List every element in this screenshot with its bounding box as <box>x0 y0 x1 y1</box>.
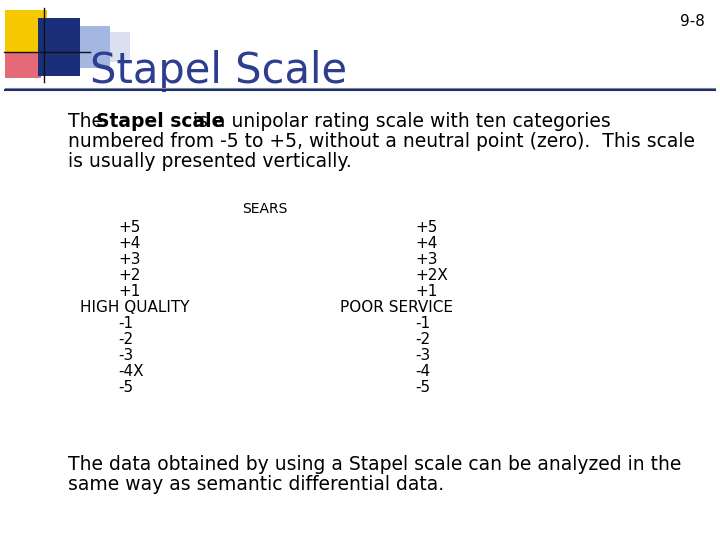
Bar <box>80 26 110 68</box>
Text: +2: +2 <box>118 268 140 283</box>
Bar <box>5 10 47 52</box>
Text: +5: +5 <box>415 220 437 235</box>
Text: -1: -1 <box>118 316 133 331</box>
Bar <box>5 42 41 78</box>
Text: The: The <box>68 112 109 131</box>
Text: +3: +3 <box>118 252 140 267</box>
Text: Stapel scale: Stapel scale <box>96 112 225 131</box>
Text: HIGH QUALITY: HIGH QUALITY <box>80 300 189 315</box>
Bar <box>38 18 80 76</box>
Text: SEARS: SEARS <box>243 202 288 216</box>
Text: +5: +5 <box>118 220 140 235</box>
Text: numbered from -5 to +5, without a neutral point (zero).  This scale: numbered from -5 to +5, without a neutra… <box>68 132 695 151</box>
Text: +1: +1 <box>118 284 140 299</box>
Text: -2: -2 <box>415 332 430 347</box>
Text: +3: +3 <box>415 252 438 267</box>
Text: is a unipolar rating scale with ten categories: is a unipolar rating scale with ten cate… <box>186 112 611 131</box>
Text: The data obtained by using a Stapel scale can be analyzed in the: The data obtained by using a Stapel scal… <box>68 455 681 474</box>
Text: 9-8: 9-8 <box>680 14 705 29</box>
Text: -3: -3 <box>415 348 431 363</box>
Text: -5: -5 <box>118 380 133 395</box>
Text: -1: -1 <box>415 316 430 331</box>
Text: is usually presented vertically.: is usually presented vertically. <box>68 152 352 171</box>
Text: -2: -2 <box>118 332 133 347</box>
Text: -4X: -4X <box>118 364 143 379</box>
Text: +4: +4 <box>415 236 437 251</box>
Text: +4: +4 <box>118 236 140 251</box>
Text: Stapel Scale: Stapel Scale <box>90 50 347 92</box>
Text: same way as semantic differential data.: same way as semantic differential data. <box>68 475 444 494</box>
Text: -5: -5 <box>415 380 430 395</box>
Text: -4: -4 <box>415 364 430 379</box>
Text: -3: -3 <box>118 348 133 363</box>
Text: +2X: +2X <box>415 268 448 283</box>
Text: +1: +1 <box>415 284 437 299</box>
Text: POOR SERVICE: POOR SERVICE <box>340 300 453 315</box>
Bar <box>110 32 130 62</box>
